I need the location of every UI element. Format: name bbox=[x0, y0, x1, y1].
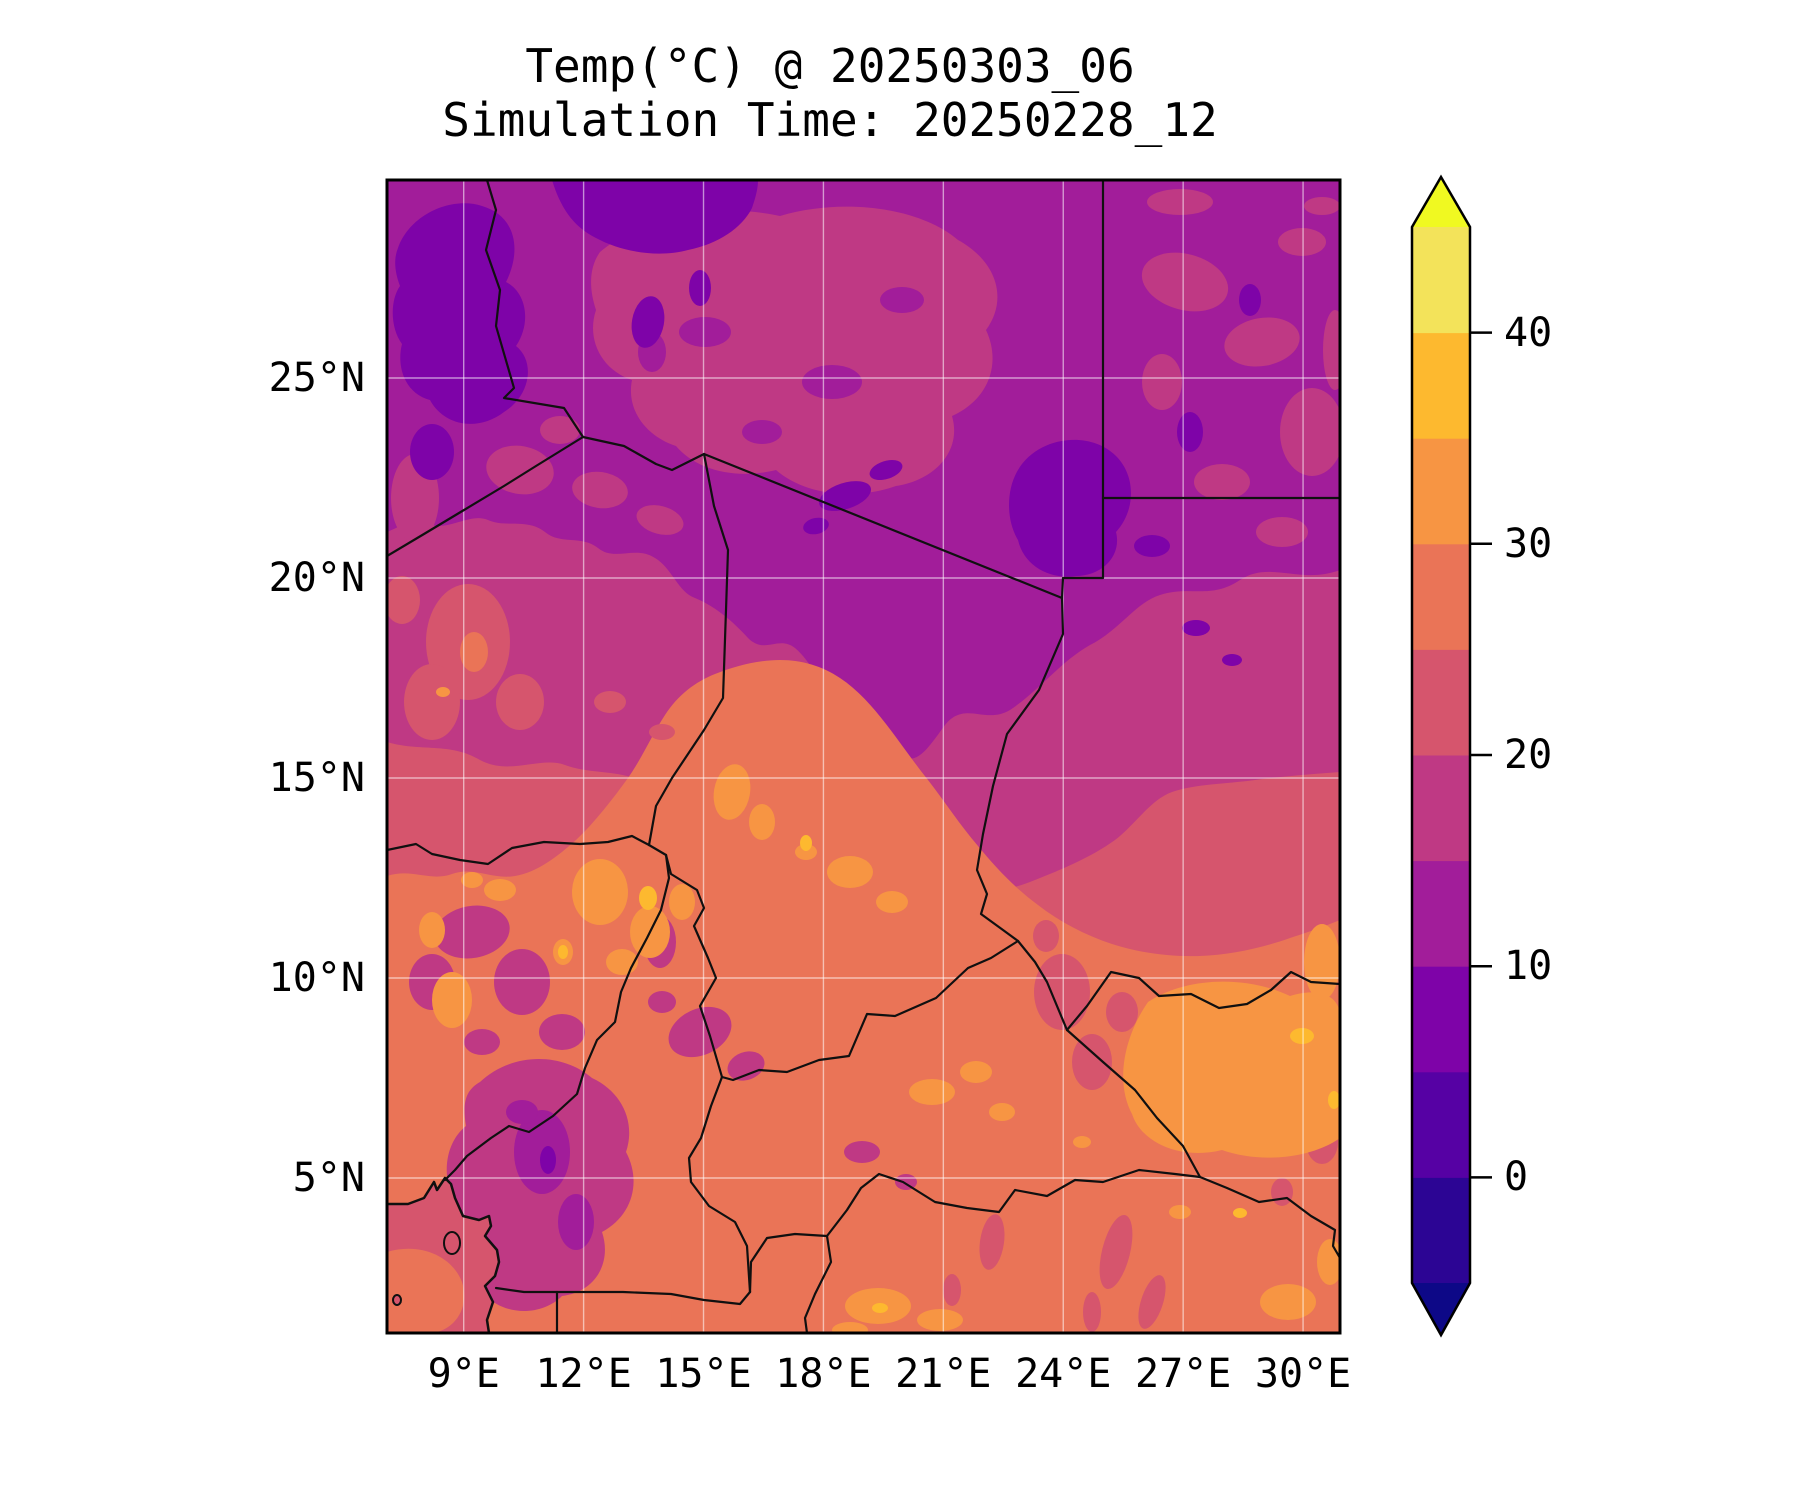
country-borders bbox=[387, 180, 1340, 1333]
colorbar-outline bbox=[1410, 174, 1472, 1338]
x-tick-label: 9°E bbox=[427, 1351, 500, 1397]
graticule bbox=[387, 180, 1340, 1333]
border-niger-chad bbox=[647, 452, 730, 847]
y-tick-label: 20°N bbox=[268, 555, 365, 601]
border-cameroon-car bbox=[687, 1075, 752, 1294]
colorbar-tick-label: 10 bbox=[1504, 943, 1553, 990]
border-car-southsudan bbox=[1065, 1028, 1202, 1179]
colorbar-bands bbox=[1412, 227, 1470, 1284]
temperature-field bbox=[387, 180, 1340, 1333]
border-congo-drc bbox=[803, 1234, 833, 1333]
border-cameroon-chad bbox=[664, 853, 724, 1079]
map-frame bbox=[385, 178, 1342, 1335]
bioko-island bbox=[443, 1231, 461, 1255]
border-libya-chad bbox=[702, 452, 1064, 600]
x-tick-label: 12°E bbox=[535, 1351, 632, 1397]
x-tick-label: 18°E bbox=[775, 1351, 872, 1397]
x-tick-label: 24°E bbox=[1015, 1351, 1112, 1397]
border-car-drc bbox=[825, 1168, 1202, 1238]
border-sudan-car bbox=[1016, 939, 1069, 1032]
border-niger-libya bbox=[581, 435, 706, 472]
colorbar-tick-label: 30 bbox=[1504, 520, 1553, 567]
plot-title: Temp(°C) @ 20250303_06 bbox=[525, 39, 1135, 93]
border-car-congo bbox=[748, 1232, 829, 1294]
colorbar-over-arrow bbox=[1412, 177, 1470, 227]
border-chad-sudan bbox=[975, 596, 1065, 943]
plot-subtitle: Simulation Time: 20250228_12 bbox=[442, 93, 1218, 147]
y-tick-label: 15°N bbox=[268, 755, 365, 801]
x-tick-label: 15°E bbox=[655, 1351, 752, 1397]
colorbar-tick-label: 0 bbox=[1504, 1154, 1529, 1201]
border-nigeria-chad bbox=[647, 843, 668, 857]
border-cameroon-south bbox=[494, 1286, 752, 1306]
border-nigeria-niger bbox=[387, 834, 651, 866]
colorbar-tickmarks bbox=[1470, 331, 1492, 1179]
y-tick-label: 5°N bbox=[292, 1155, 365, 1201]
y-tick-label: 25°N bbox=[268, 355, 365, 401]
y-tick-label: 10°N bbox=[268, 955, 365, 1001]
border-nigeria-cameroon bbox=[443, 853, 671, 1182]
x-tick-label: 27°E bbox=[1134, 1351, 1232, 1397]
border-southsudan-drc-uganda bbox=[1198, 1175, 1340, 1260]
border-algeria-libya bbox=[484, 180, 585, 439]
temperature-map bbox=[385, 178, 1342, 1335]
x-tick-label: 30°E bbox=[1254, 1351, 1352, 1397]
border-sudan-southsudan bbox=[1065, 970, 1340, 1032]
x-tick-label: 21°E bbox=[895, 1351, 992, 1397]
colorbar bbox=[1410, 174, 1492, 1338]
border-chad-car bbox=[720, 939, 1020, 1082]
colorbar-tick-label: 40 bbox=[1504, 309, 1553, 356]
border-libya-sudan bbox=[1060, 496, 1105, 600]
border-algeria-niger bbox=[387, 435, 585, 558]
coastline bbox=[387, 1176, 501, 1333]
colorbar-tick-label: 20 bbox=[1504, 732, 1553, 778]
principe-island bbox=[392, 1294, 402, 1306]
colorbar-under-arrow bbox=[1412, 1283, 1470, 1335]
